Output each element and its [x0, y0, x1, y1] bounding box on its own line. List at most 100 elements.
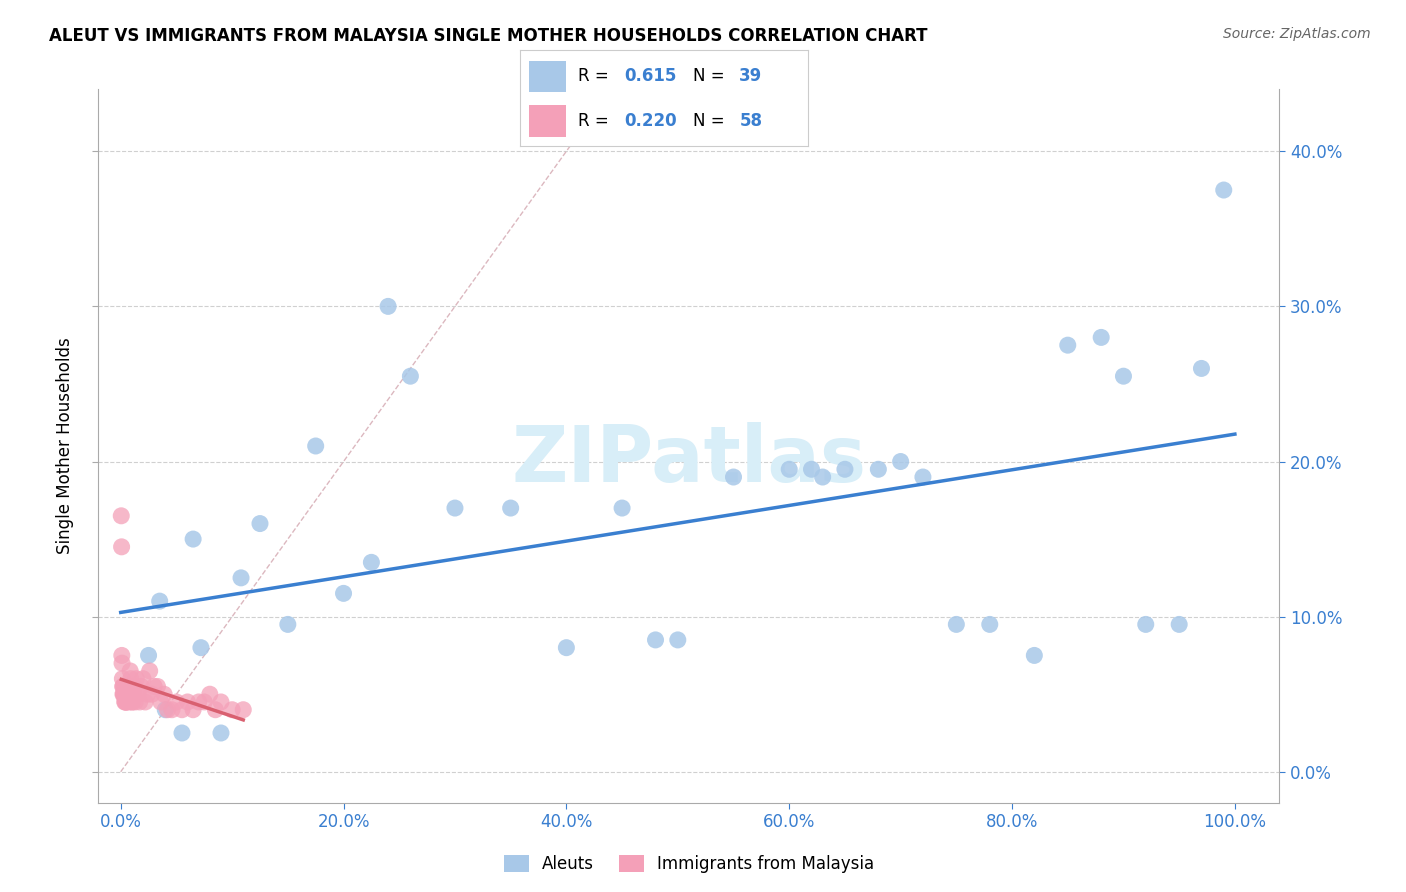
Point [868, 462, 890, 476]
Point [644, 632, 666, 647]
Point [153, 687, 176, 701]
Point [399, 369, 422, 384]
Point [114, 695, 136, 709]
Point [114, 695, 136, 709]
Text: N =: N = [693, 68, 730, 86]
Point [112, 687, 135, 701]
Point [110, 540, 132, 554]
Text: N =: N = [693, 112, 730, 129]
Point [112, 680, 135, 694]
Point [198, 687, 221, 701]
Text: ZIPatlas: ZIPatlas [512, 422, 866, 499]
Point [112, 687, 135, 701]
Point [187, 695, 209, 709]
Bar [529, 105, 567, 136]
Text: 39: 39 [740, 68, 762, 86]
Point [890, 454, 912, 468]
Point [128, 695, 150, 709]
Point [1191, 361, 1213, 376]
Point [165, 695, 187, 709]
Point [146, 680, 169, 694]
Point [122, 680, 145, 694]
Point [132, 672, 155, 686]
Point [190, 640, 212, 655]
Point [125, 672, 148, 686]
Point [114, 695, 136, 709]
Point [111, 648, 134, 663]
Point [118, 695, 141, 709]
Point [723, 470, 745, 484]
Text: 0.220: 0.220 [624, 112, 676, 129]
Point [1090, 330, 1112, 344]
Point [120, 664, 142, 678]
Point [136, 687, 159, 701]
Point [120, 672, 142, 686]
Text: R =: R = [578, 112, 614, 129]
Point [122, 687, 145, 701]
Point [610, 501, 633, 516]
Point [979, 617, 1001, 632]
Point [117, 680, 139, 694]
Point [209, 726, 232, 740]
Point [170, 703, 193, 717]
Point [112, 680, 135, 694]
Point [149, 695, 172, 709]
Point [170, 726, 193, 740]
Point [666, 632, 689, 647]
Point [360, 555, 382, 569]
Point [800, 462, 823, 476]
Point [134, 695, 156, 709]
Point [115, 695, 138, 709]
Point [1135, 617, 1157, 632]
Text: ALEUT VS IMMIGRANTS FROM MALAYSIA SINGLE MOTHER HOUSEHOLDS CORRELATION CHART: ALEUT VS IMMIGRANTS FROM MALAYSIA SINGLE… [49, 27, 928, 45]
Point [911, 470, 934, 484]
Point [444, 501, 467, 516]
Point [1168, 617, 1191, 632]
Point [193, 695, 215, 709]
Point [120, 687, 142, 701]
Point [111, 680, 134, 694]
Point [117, 687, 139, 701]
Point [122, 680, 145, 694]
Point [778, 462, 800, 476]
Point [111, 687, 134, 701]
Point [277, 617, 299, 632]
Point [124, 695, 146, 709]
Point [181, 703, 204, 717]
Point [332, 586, 354, 600]
Point [141, 687, 163, 701]
Point [204, 703, 226, 717]
Point [232, 703, 254, 717]
Text: 0.615: 0.615 [624, 68, 676, 86]
Point [114, 687, 136, 701]
Point [127, 687, 149, 701]
Point [138, 664, 160, 678]
Point [110, 508, 132, 523]
Point [115, 695, 138, 709]
Text: R =: R = [578, 68, 614, 86]
Point [117, 687, 139, 701]
Point [138, 648, 160, 663]
Point [305, 439, 328, 453]
Y-axis label: Single Mother Households: Single Mother Households [56, 338, 75, 554]
Point [121, 695, 143, 709]
Text: Source: ZipAtlas.com: Source: ZipAtlas.com [1223, 27, 1371, 41]
Point [111, 672, 134, 686]
Point [229, 571, 252, 585]
Legend: Aleuts, Immigrants from Malaysia: Aleuts, Immigrants from Malaysia [496, 848, 882, 880]
Bar [529, 61, 567, 93]
Point [555, 640, 578, 655]
Point [181, 532, 204, 546]
Point [499, 501, 522, 516]
Point [1024, 648, 1046, 663]
Point [118, 680, 141, 694]
Point [221, 703, 243, 717]
Point [249, 516, 271, 531]
Point [111, 656, 134, 670]
Point [834, 462, 856, 476]
Point [1212, 183, 1234, 197]
Point [149, 594, 172, 608]
Point [945, 617, 967, 632]
Point [156, 703, 179, 717]
Text: 58: 58 [740, 112, 762, 129]
